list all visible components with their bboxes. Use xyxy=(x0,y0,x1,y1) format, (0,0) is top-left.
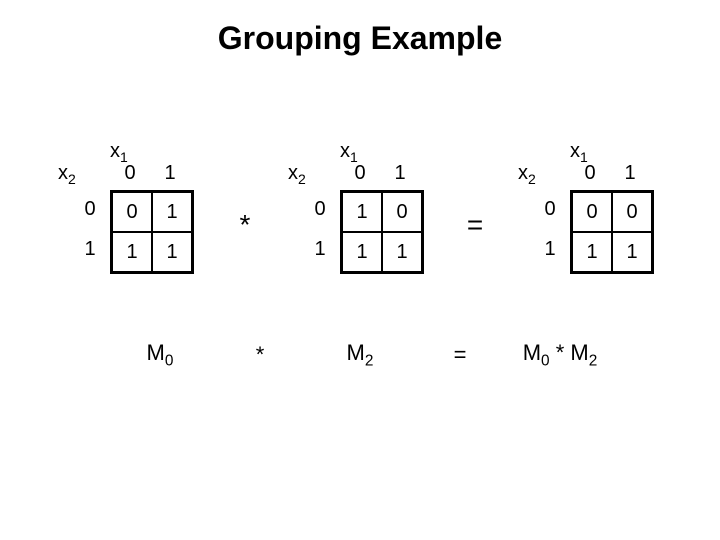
kmap-m0: x1 x2 0 1 0 1 0 1 1 1 xyxy=(60,150,200,270)
x2-label: x2 xyxy=(58,162,76,187)
cell: 1 xyxy=(342,192,382,232)
row-header: 0 xyxy=(540,198,560,221)
col-header: 0 xyxy=(570,162,610,185)
operator-eq: = xyxy=(460,209,490,241)
grid: 0 1 1 1 xyxy=(110,190,194,274)
cell: 1 xyxy=(342,232,382,272)
row-header: 1 xyxy=(540,238,560,261)
cell: 1 xyxy=(152,192,192,232)
col-header: 1 xyxy=(150,162,190,185)
col-header: 1 xyxy=(610,162,650,185)
cell: 1 xyxy=(152,232,192,272)
kmap-m2: x1 x2 0 1 0 1 1 0 1 1 xyxy=(290,150,430,270)
cell: 1 xyxy=(382,232,422,272)
cell: 0 xyxy=(572,192,612,232)
kmap-result: x1 x2 0 1 0 1 0 0 1 1 xyxy=(520,150,660,270)
row-header: 1 xyxy=(80,238,100,261)
operator-eq: = xyxy=(445,342,475,368)
grid: 1 0 1 1 xyxy=(340,190,424,274)
labels-row: M0 * M2 = M0 * M2 xyxy=(0,340,720,370)
col-header: 0 xyxy=(110,162,150,185)
cell: 0 xyxy=(612,192,652,232)
grid: 0 0 1 1 xyxy=(570,190,654,274)
cell: 0 xyxy=(382,192,422,232)
x2-label: x2 xyxy=(518,162,536,187)
row-header: 0 xyxy=(310,198,330,221)
operator-star: * xyxy=(230,209,260,241)
cell: 1 xyxy=(112,232,152,272)
label-m0: M0 xyxy=(110,340,210,370)
cell: 1 xyxy=(572,232,612,272)
operator-star: * xyxy=(245,342,275,368)
cell: 0 xyxy=(112,192,152,232)
page-title: Grouping Example xyxy=(0,20,720,57)
row-header: 0 xyxy=(80,198,100,221)
row-header: 1 xyxy=(310,238,330,261)
x2-label: x2 xyxy=(288,162,306,187)
col-header: 0 xyxy=(340,162,380,185)
col-header: 1 xyxy=(380,162,420,185)
label-result: M0 * M2 xyxy=(510,340,610,370)
cell: 1 xyxy=(612,232,652,272)
label-m2: M2 xyxy=(310,340,410,370)
tables-row: x1 x2 0 1 0 1 0 1 1 1 * x1 x2 0 1 0 1 1 … xyxy=(0,150,720,270)
